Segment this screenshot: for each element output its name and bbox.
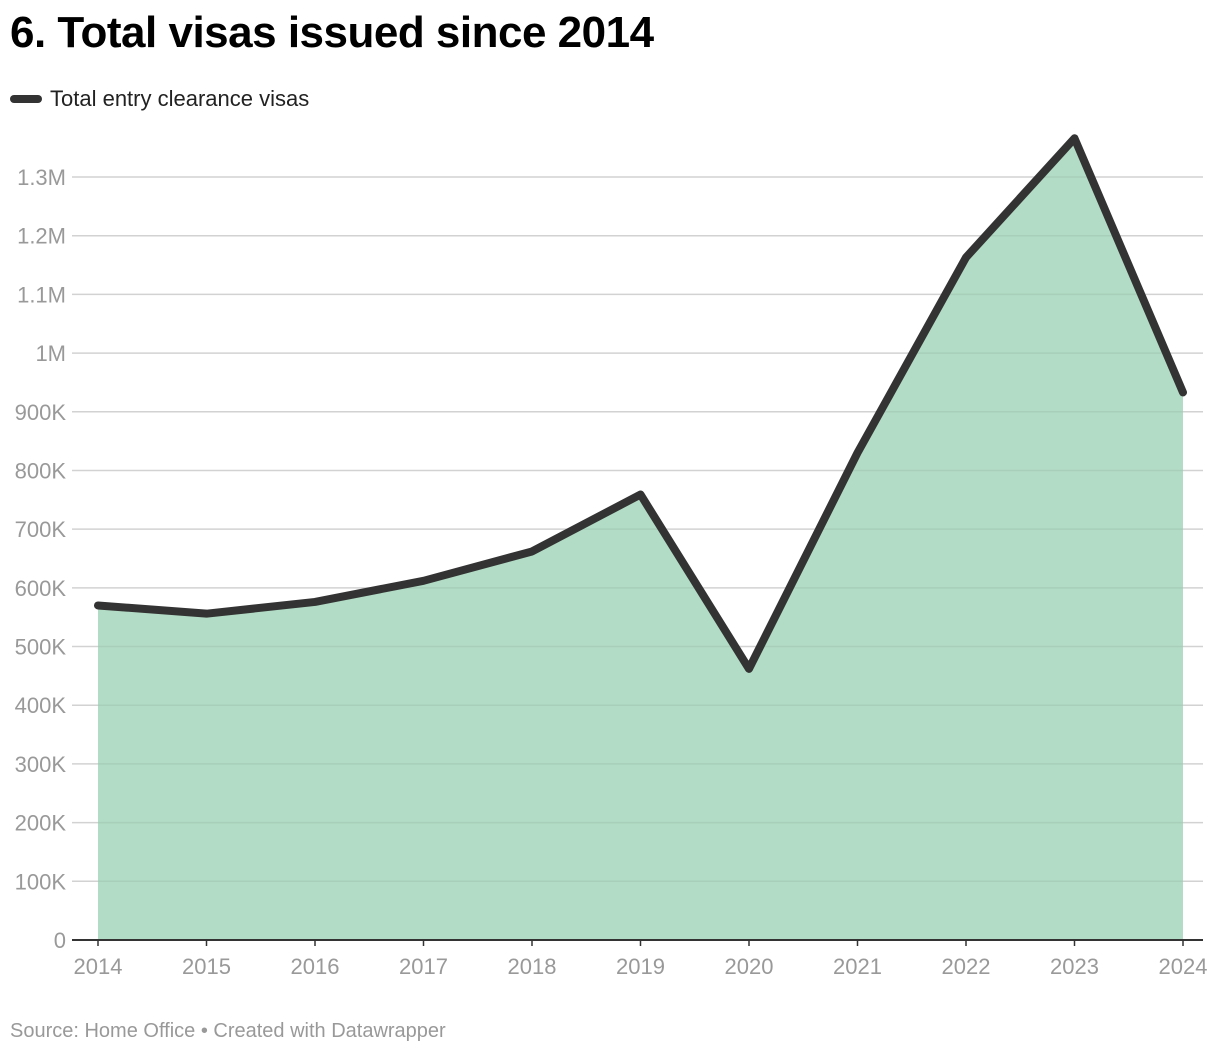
y-tick-label: 1.2M [17,224,66,249]
y-tick-label: 1.1M [17,282,66,307]
data-point-2024 [1179,388,1187,396]
x-tick-label: 2015 [182,954,231,979]
x-tick-label: 2016 [291,954,340,979]
y-tick-label: 0 [54,928,66,953]
y-tick-label: 900K [15,400,67,425]
data-point-2016 [311,598,319,606]
series-line [94,134,1187,673]
x-tick-label: 2020 [725,954,774,979]
y-tick-label: 400K [15,693,67,718]
chart-title: 6. Total visas issued since 2014 [10,8,654,57]
source-note: Source: Home Office • Created with Dataw… [10,1020,446,1042]
data-point-2019 [637,491,645,499]
y-tick-label: 700K [15,517,67,542]
y-tick-label: 100K [15,869,67,894]
data-point-2022 [962,253,970,261]
x-tick-label: 2019 [616,954,665,979]
area-chart: 0 100K 200K 300K 400K 500K 600K 700K 800K 900K 1M 1… [15,134,1208,979]
x-tick-label: 2022 [942,954,991,979]
x-tick-label: 2023 [1050,954,1099,979]
data-point-2021 [854,449,862,457]
y-tick-label: 800K [15,458,67,483]
data-point-2015 [203,610,211,618]
data-point-2017 [420,577,428,585]
legend-line-swatch [10,95,42,103]
y-tick-label: 600K [15,576,67,601]
data-point-2020 [745,665,753,673]
legend: Total entry clearance visas [10,86,309,112]
y-tick-label: 1M [35,341,66,366]
y-tick-label: 200K [15,811,67,836]
x-tick-label: 2021 [833,954,882,979]
y-tick-label: 1.3M [17,165,66,190]
x-tick-label: 2014 [74,954,123,979]
y-tick-label: 500K [15,635,67,660]
data-point-2014 [94,601,102,609]
data-point-2023 [1071,134,1079,142]
x-tick-label: 2017 [399,954,448,979]
y-tick-label: 300K [15,752,67,777]
area-fill [98,138,1183,941]
x-tick-label: 2018 [508,954,557,979]
data-point-2018 [528,547,536,555]
legend-label: Total entry clearance visas [50,86,310,111]
x-tick-label: 2024 [1159,954,1208,979]
